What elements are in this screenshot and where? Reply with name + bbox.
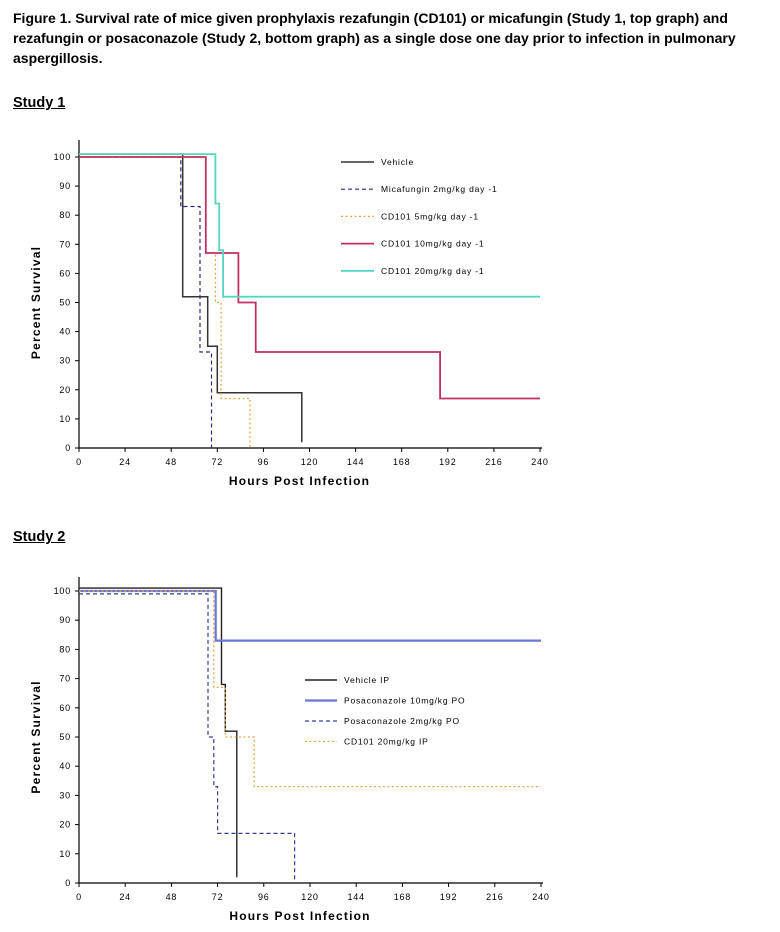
series-line-posaconazole-2mg-kg-po [79,593,296,883]
study-1-heading: Study 1 [13,95,66,111]
series-line-vehicle [79,153,303,443]
x-tick-label: 48 [166,892,178,902]
legend-label: Vehicle IP [344,675,390,685]
x-tick-label: 216 [486,892,503,902]
y-tick-label: 0 [65,443,71,453]
x-tick-label: 192 [440,892,457,902]
x-tick-label: 72 [211,457,223,467]
x-tick-label: 0 [76,457,82,467]
y-tick-label: 0 [65,878,71,888]
y-axis-title: Percent Survival [29,246,43,359]
figure-caption: Figure 1. Survival rate of mice given pr… [13,10,736,66]
series-line-cd101-20mg-kg-ip [79,590,541,788]
legend-label: CD101 20mg/kg day -1 [381,266,484,276]
x-tick-label: 168 [393,457,410,467]
y-tick-label: 50 [59,298,71,308]
series-line-cd101-5mg-kg-day-1 [79,156,251,448]
x-tick-label: 168 [394,892,411,902]
x-tick-label: 72 [212,892,224,902]
x-tick-label: 216 [485,457,502,467]
y-tick-label: 100 [54,586,71,596]
series-line-cd101-10mg-kg-day-1 [79,156,540,400]
x-tick-label: 24 [119,892,131,902]
x-axis-title: Hours Post Infection [229,474,370,488]
x-tick-label: 240 [531,457,548,467]
y-axis-title: Percent Survival [29,680,43,793]
y-tick-label: 10 [59,414,71,424]
y-tick-label: 90 [59,615,71,625]
legend-label: Posaconazole 2mg/kg PO [344,716,460,726]
x-tick-label: 24 [119,457,131,467]
x-tick-label: 144 [347,892,364,902]
legend-label: Posaconazole 10mg/kg PO [344,696,465,706]
y-tick-label: 60 [59,268,71,278]
legend-label: CD101 20mg/kg IP [344,737,429,747]
y-tick-label: 30 [59,356,71,366]
y-tick-label: 100 [54,152,71,162]
x-axis-title: Hours Post Infection [229,909,370,923]
x-tick-label: 120 [301,892,318,902]
x-tick-label: 96 [258,892,270,902]
series-line-posaconazole-10mg-kg-po [79,589,541,642]
y-tick-label: 60 [59,703,71,713]
y-tick-label: 50 [59,732,71,742]
y-tick-label: 40 [59,327,71,337]
legend-label: Vehicle [381,157,414,167]
x-tick-label: 144 [347,457,364,467]
x-tick-label: 120 [301,457,318,467]
study-2-survival-chart: 0 10 20 30 40 50 60 70 80 90 100 0 24 48 72 96 120 144 168… [29,577,549,923]
series-line-vehicle-ip [79,587,238,878]
x-tick-label: 96 [258,457,270,467]
y-tick-label: 30 [59,790,71,800]
study-1-survival-chart: 0 10 20 30 40 50 60 70 80 90 100 0 24 48 72 96 120 144 168… [29,140,548,488]
y-tick-label: 20 [59,385,71,395]
series-line-micafungin-2mg-kg-day-1 [79,156,213,448]
legend-label: CD101 10mg/kg day -1 [381,239,484,249]
legend-label: CD101 5mg/kg day -1 [381,211,479,221]
study-2-heading: Study 2 [13,529,66,545]
y-tick-label: 70 [59,239,71,249]
x-tick-label: 0 [76,892,82,902]
y-tick-label: 40 [59,761,71,771]
series-line-cd101-20mg-kg-day-1 [79,153,540,298]
x-tick-label: 48 [165,457,177,467]
y-tick-label: 90 [59,181,71,191]
legend-label: Micafungin 2mg/kg day -1 [381,184,498,194]
y-tick-label: 80 [59,644,71,654]
x-tick-label: 240 [532,892,549,902]
y-tick-label: 20 [59,820,71,830]
x-tick-label: 192 [439,457,456,467]
y-tick-label: 80 [59,210,71,220]
y-tick-label: 70 [59,674,71,684]
y-tick-label: 10 [59,849,71,859]
